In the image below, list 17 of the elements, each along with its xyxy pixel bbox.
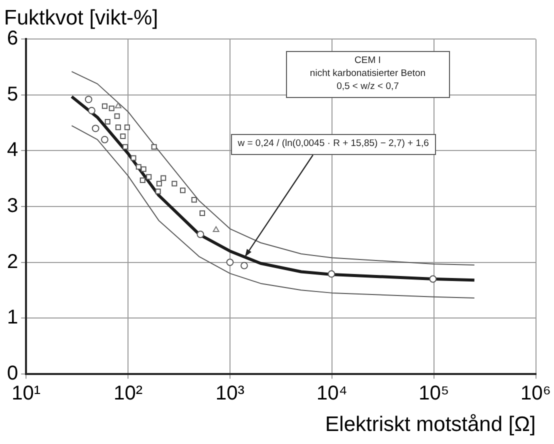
y-tick-label: 4 (7, 139, 18, 162)
text-box: w = 0,24 / (ln(0,0045 · R + 15,85) − 2,7) + 1,6 (230, 134, 436, 155)
y-tick-label: 5 (7, 83, 18, 106)
chart-title: Fuktkvot [vikt-%] (4, 6, 158, 30)
x-axis-title: Elektriskt motstånd [Ω] (325, 413, 536, 436)
x-tick-label: 10⁴ (316, 382, 348, 404)
x-tick-label: 10³ (216, 382, 245, 404)
text-box: CEM I nicht karbonatisierter Beton 0,5 < w/z < 0,7 (286, 51, 450, 98)
x-tick-label: 10¹ (12, 382, 41, 404)
x-tick-label: 10⁵ (418, 382, 450, 404)
y-tick-label: 3 (7, 195, 18, 218)
y-tick-label: 2 (7, 250, 18, 273)
x-tick-label: 10⁶ (520, 382, 552, 404)
y-tick-label: 6 (7, 28, 18, 50)
y-tick-label: 1 (7, 306, 18, 329)
x-tick-label: 10² (114, 382, 143, 404)
y-tick-label: 0 (7, 362, 18, 384)
